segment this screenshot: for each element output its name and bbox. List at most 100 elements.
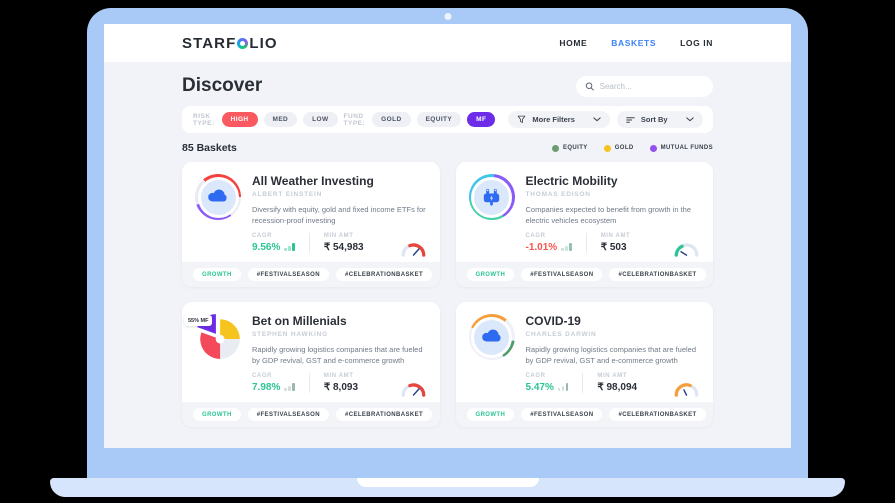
card-main: 55% MF — [182, 302, 440, 402]
fund-pill-equity[interactable]: EQUITY — [416, 112, 462, 127]
min-amt-value: ₹ 54,983 — [323, 241, 364, 253]
card-stats: CAGR 7.98% MIN AMT — [252, 373, 427, 393]
tag-growth[interactable]: GROWTH — [193, 268, 241, 281]
card-tags: GROWTH #FESTIVALSEASON #CELEBRATIONBASKE… — [455, 262, 713, 287]
card-author: CHARLES DARWIN — [525, 330, 597, 338]
tag-festivalseason[interactable]: #FESTIVALSEASON — [247, 268, 329, 281]
cagr-value: -1.01% — [526, 242, 572, 253]
starfolio-logo[interactable]: STARF LIO — [182, 35, 278, 52]
baskets-row: 85 Baskets EQUITY GOLD MUTUAL FUNDS — [182, 142, 713, 154]
trend-bars-icon — [284, 243, 295, 252]
min-amt-label: MIN AMT — [597, 373, 627, 380]
nav-item-home[interactable]: HOME — [559, 38, 588, 48]
search-input[interactable] — [599, 81, 704, 91]
tag-celebrationbasket[interactable]: #CELEBRATIONBASKET — [335, 268, 433, 281]
tag-growth[interactable]: GROWTH — [466, 408, 515, 421]
basket-cards-grid: All Weather Investing ALBERT EINSTEIN Di… — [182, 162, 713, 427]
mf-percentage-badge: 55% MF — [184, 315, 213, 326]
sort-by-label: Sort By — [640, 115, 668, 124]
tag-festivalseason[interactable]: #FESTIVALSEASON — [247, 408, 329, 421]
card-tags: GROWTH #FESTIVALSEASON #CELEBRATIONBASKE… — [182, 262, 440, 287]
legend-dot-equity — [551, 144, 559, 152]
min-amt-stat: MIN AMT ₹ 54,983 — [324, 233, 364, 253]
cloud-icon — [195, 174, 241, 220]
pie-chart-icon: 55% MF — [184, 314, 241, 360]
baskets-count: 85 Baskets — [182, 142, 237, 154]
legend-mutual-funds: MUTUAL FUNDS — [649, 144, 713, 152]
logo-text-post: LIO — [249, 34, 278, 52]
min-amt-value: ₹ 98,094 — [597, 381, 638, 393]
discover-row: Discover — [182, 75, 713, 97]
min-amt-label: MIN AMT — [323, 373, 354, 380]
min-amt-stat: MIN AMT ₹ 503 — [601, 233, 631, 253]
basket-card-bet-on-millenials[interactable]: 55% MF — [182, 302, 440, 427]
legend-gold-label: GOLD — [614, 145, 634, 151]
cagr-label: CAGR — [252, 233, 273, 240]
cloud-icon — [468, 314, 515, 360]
more-filters-dropdown[interactable]: More Filters — [508, 111, 610, 128]
logo-text-pre: STARF — [182, 34, 237, 52]
fund-pill-gold[interactable]: GOLD — [372, 112, 411, 127]
search-icon — [585, 81, 594, 91]
cagr-value: 9.56% — [252, 242, 295, 253]
card-title: COVID-19 — [525, 314, 581, 328]
risk-gauge-icon — [674, 243, 699, 257]
electric-plug-icon — [468, 174, 515, 220]
risk-pill-high[interactable]: HIGH — [221, 112, 258, 127]
card-title: All Weather Investing — [252, 174, 374, 188]
min-amt-value: ₹ 503 — [600, 241, 627, 253]
card-description: Rapidly growing logistics companies that… — [525, 344, 697, 365]
legend-dot-mutual-funds — [649, 144, 657, 152]
laptop-notch — [356, 478, 539, 487]
cagr-stat: CAGR -1.01% — [526, 233, 572, 253]
trend-bars-icon — [561, 243, 572, 252]
laptop-base — [50, 478, 845, 497]
basket-card-all-weather[interactable]: All Weather Investing ALBERT EINSTEIN Di… — [182, 162, 440, 287]
nav-item-login[interactable]: LOG IN — [680, 38, 713, 48]
card-stats: CAGR 9.56% MIN AMT — [252, 233, 427, 253]
legend-equity-label: EQUITY — [562, 145, 588, 151]
tag-growth[interactable]: GROWTH — [466, 268, 515, 281]
sort-by-dropdown[interactable]: Sort By — [616, 111, 703, 128]
tag-celebrationbasket[interactable]: #CELEBRATIONBASKET — [335, 408, 433, 421]
risk-gauge-icon — [401, 383, 425, 397]
card-body: COVID-19 CHARLES DARWIN Rapidly growing … — [526, 314, 701, 396]
sort-icon — [626, 116, 635, 123]
card-author: ALBERT EINSTEIN — [252, 190, 323, 198]
card-tags: GROWTH #FESTIVALSEASON #CELEBRATIONBASKE… — [182, 402, 440, 427]
trend-bars-icon — [557, 383, 569, 392]
risk-pill-med[interactable]: MED — [263, 112, 298, 127]
card-title: Bet on Millenials — [252, 314, 347, 328]
fund-type-label: FUND TYPE: — [343, 112, 366, 127]
tag-celebrationbasket[interactable]: #CELEBRATIONBASKET — [609, 408, 706, 421]
card-description: Rapidly growing logistics companies that… — [252, 344, 423, 365]
card-description: Companies expected to benefit from growt… — [525, 204, 692, 225]
basket-card-covid-19[interactable]: COVID-19 CHARLES DARWIN Rapidly growing … — [455, 302, 713, 427]
logo-ring-icon — [237, 37, 249, 49]
risk-pill-low[interactable]: LOW — [303, 112, 338, 127]
search-box[interactable] — [576, 75, 713, 97]
tag-growth[interactable]: GROWTH — [193, 408, 241, 421]
cagr-stat: CAGR 5.47% — [526, 373, 569, 393]
fund-pill-mf[interactable]: MF — [467, 112, 496, 127]
chevron-down-icon — [593, 117, 601, 122]
cagr-label: CAGR — [525, 373, 546, 380]
basket-card-electric-mobility[interactable]: Electric Mobility THOMAS EDISON Companie… — [455, 162, 713, 287]
card-body: Electric Mobility THOMAS EDISON Companie… — [526, 174, 701, 256]
trend-bars-icon — [284, 383, 295, 392]
card-body: All Weather Investing ALBERT EINSTEIN Di… — [252, 174, 427, 256]
tag-celebrationbasket[interactable]: #CELEBRATIONBASKET — [609, 268, 706, 281]
card-tags: GROWTH #FESTIVALSEASON #CELEBRATIONBASKE… — [455, 402, 713, 427]
card-stats: CAGR 5.47% MIN AMT — [526, 373, 701, 393]
nav-item-baskets[interactable]: BASKETS — [611, 38, 657, 48]
tag-festivalseason[interactable]: #FESTIVALSEASON — [521, 268, 603, 281]
card-body: Bet on Millenials STEPHEN HAWKING Rapidl… — [252, 314, 427, 396]
risk-gauge-icon — [674, 383, 699, 397]
app-body: Discover RISK TYPE: HIGH MED LOW — [104, 62, 791, 448]
cagr-label: CAGR — [252, 373, 273, 380]
risk-type-label: RISK TYPE: — [193, 112, 215, 127]
tag-festivalseason[interactable]: #FESTIVALSEASON — [521, 408, 603, 421]
legend-equity: EQUITY — [551, 144, 588, 152]
laptop-lid: STARF LIO HOME BASKETS LOG IN Discover — [87, 8, 808, 478]
